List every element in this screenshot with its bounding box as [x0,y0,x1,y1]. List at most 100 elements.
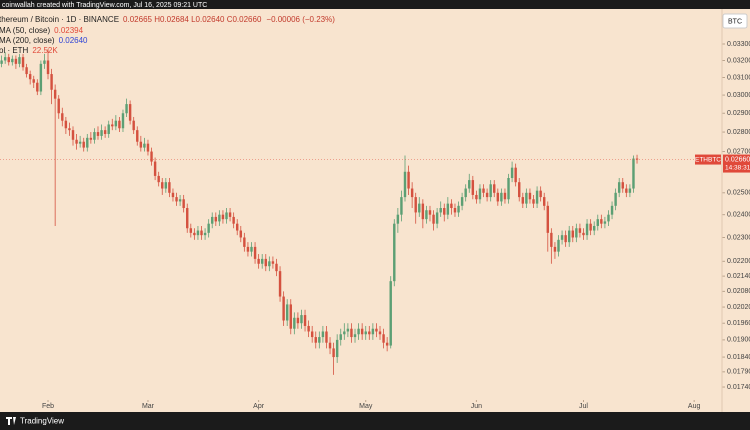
candle-body [303,315,307,326]
candle-body [296,317,300,324]
candle-body [78,141,82,144]
candle-body [396,214,400,224]
candle-body [28,74,32,80]
candle-body [410,188,414,198]
candle-body [293,317,296,329]
y-tick-label: 0.02500 [727,190,750,197]
candle-body [278,271,282,297]
candle-body [339,334,342,340]
candle-body [300,315,303,324]
candle-body [53,89,57,99]
indicator-name: MA (50, close) [0,26,50,35]
candle-body [246,246,250,252]
candle-body [257,258,260,264]
candle-body [232,216,235,224]
candle-body [539,190,542,198]
candles [0,48,722,375]
candle-body [164,182,168,189]
candle-body [553,246,557,252]
candle-body [225,212,228,220]
candle-body [528,192,532,200]
candle-body [321,331,325,338]
candle-body [93,132,96,140]
candle-body [525,192,528,204]
candle-body [350,328,353,338]
candle-body [200,230,203,236]
y-tick-label: 0.03300 [727,41,750,48]
candle-body [400,197,403,215]
candle-body [118,120,121,129]
candle-body [389,281,392,346]
candle-body [500,192,503,202]
candle-body [564,235,567,243]
header-text: coinwallah created with TradingView.com,… [2,2,207,9]
y-tick-label: 0.03200 [727,57,750,64]
candle-body [357,328,360,335]
candle-body [136,130,139,142]
candle-body [268,261,271,267]
candle-body [482,188,485,193]
x-tick-label: Apr [253,403,265,410]
candle-body [439,208,442,213]
candle-body [189,228,193,233]
currency-button[interactable] [722,13,748,29]
candle-body [228,212,232,217]
candle-body [343,331,346,335]
candle-body [560,235,564,240]
candle-body [346,328,350,332]
candle-body [271,261,275,264]
candle-body [114,120,118,127]
candle-body [150,151,153,162]
candle-body [589,223,592,231]
candle-body [111,124,114,127]
candle-body [621,182,624,189]
candle-body [61,113,64,121]
candle-body [275,263,278,272]
symbol-tag-label: ETHBTC [695,156,721,163]
candle-body [25,67,28,75]
candle-body [493,184,496,193]
candle-body [310,331,314,338]
y-tick-label: 0.02080 [727,288,750,295]
symbol: thereum / Bitcoin · 1D · BINANCE [0,15,119,24]
candle-body [64,120,68,129]
candle-body [7,57,10,63]
candle-body [518,182,521,198]
y-tick-label: 0.02200 [727,258,750,265]
candle-body [103,130,107,134]
y-tick-label: 0.03000 [727,92,750,99]
candle-body [3,57,7,61]
y-tick-label: 0.02140 [727,273,750,280]
candle-body [282,296,285,321]
candle-body [507,177,510,200]
candle-body [325,331,328,343]
candle-body [314,337,317,343]
candle-body [239,230,242,238]
y-tick-label: 0.02800 [727,129,750,136]
candle-body [175,197,178,202]
candle-body [196,230,200,236]
candle-body [146,143,150,152]
candle-body [121,113,125,129]
footer-logo [6,417,16,425]
candle-body [236,223,239,231]
candle-body [46,60,50,75]
candle-body [403,171,407,198]
ohlc: 0.02665 H0.02684 L0.02640 C0.02660 [123,15,262,24]
candle-body [503,192,507,200]
candle-body [161,182,164,189]
candle-body [446,203,450,215]
price-tag-label: 0.02660 [725,156,750,163]
candle-body [39,63,43,92]
candle-body [428,210,432,215]
x-tick-label: Aug [688,403,701,410]
candle-body [453,208,457,213]
candle-body [471,180,475,195]
candle-body [353,334,357,338]
candle-body [432,214,435,224]
candle-body [289,304,292,329]
candle-body [50,74,53,90]
candle-body [485,192,489,198]
candle-body [578,228,582,233]
